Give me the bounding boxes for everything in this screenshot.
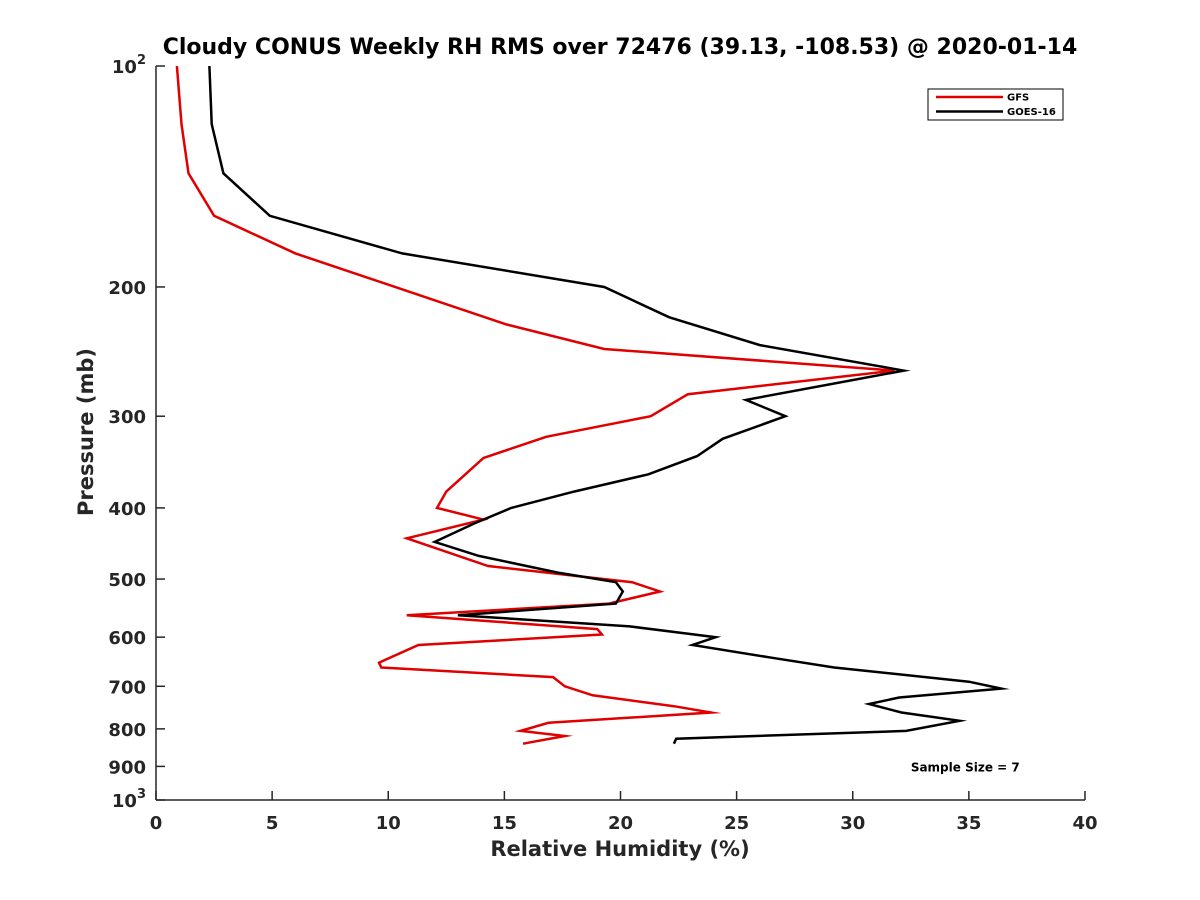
y-tick-label: 103 [112,787,146,812]
x-tick-label: 0 [150,813,163,834]
legend-label: GFS [1007,93,1029,104]
x-tick-label: 30 [840,813,865,834]
y-tick-label: 700 [108,677,146,698]
legend-entries: GFS GOES-16 [936,93,1056,118]
x-axis-label: Relative Humidity (%) [490,837,749,861]
legend-label: GOES-16 [1007,107,1056,118]
sample-size-annotation: Sample Size = 7 [911,760,1020,774]
x-axis-ticks: 0 5 10 15 20 25 30 35 40 [150,791,1098,834]
y-tick-label: 200 [108,278,146,299]
y-tick-label: 600 [108,628,146,649]
y-axis-label: Pressure (mb) [74,348,98,516]
x-tick-label: 40 [1072,813,1097,834]
annotation-layer: Sample Size = 7 [911,760,1020,774]
legend-box [927,88,1064,121]
y-tick-label: 800 [108,720,146,741]
x-tick-label: 35 [956,813,981,834]
plot-area: 0 5 10 15 20 25 30 35 40 10220030040050060070080… [108,53,1097,834]
x-tick-label: 15 [492,813,517,834]
x-tick-label: 20 [608,813,633,834]
y-tick-exponent: 3 [137,787,146,802]
series-layer [175,65,1010,745]
y-tick-label: 300 [108,407,146,428]
y-tick-label: 400 [108,499,146,520]
chart-title: Cloudy CONUS Weekly RH RMS over 72476 (3… [163,35,1078,60]
y-tick-label: 102 [112,53,146,78]
x-tick-label: 5 [266,813,279,834]
y-tick-base: 10 [112,57,137,78]
legend: GFS GOES-16 [927,88,1064,121]
x-tick-label: 10 [376,813,401,834]
y-tick-label: 500 [108,570,146,591]
x-tick-label: 25 [724,813,749,834]
y-tick-base: 10 [112,791,137,812]
y-tick-label: 900 [108,757,146,778]
series-line-goes-16 [208,65,1010,745]
y-tick-exponent: 2 [137,53,146,68]
